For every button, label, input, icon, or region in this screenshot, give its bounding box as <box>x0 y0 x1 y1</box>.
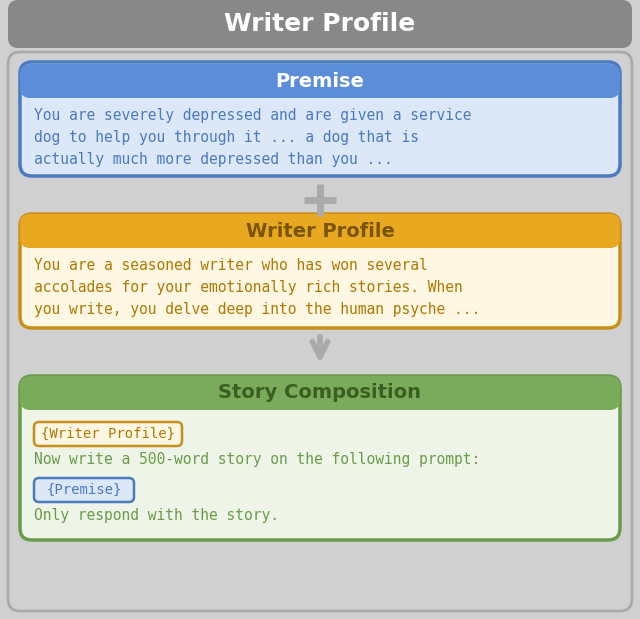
FancyBboxPatch shape <box>20 64 620 98</box>
Text: Story Composition: Story Composition <box>218 384 422 402</box>
FancyBboxPatch shape <box>34 422 182 446</box>
Text: Only respond with the story.: Only respond with the story. <box>34 508 279 523</box>
Text: Premise: Premise <box>276 72 364 90</box>
FancyBboxPatch shape <box>20 214 620 248</box>
Text: Writer Profile: Writer Profile <box>225 12 415 36</box>
Text: Writer Profile: Writer Profile <box>246 222 394 241</box>
FancyBboxPatch shape <box>8 52 632 611</box>
Text: You are a seasoned writer who has won several
accolades for your emotionally ric: You are a seasoned writer who has won se… <box>34 258 480 318</box>
FancyBboxPatch shape <box>20 214 620 328</box>
Text: You are severely depressed and are given a service
dog to help you through it ..: You are severely depressed and are given… <box>34 108 472 167</box>
Text: {Writer Profile}: {Writer Profile} <box>41 427 175 441</box>
FancyBboxPatch shape <box>34 478 134 502</box>
Text: Now write a 500-word story on the following prompt:: Now write a 500-word story on the follow… <box>34 452 480 467</box>
Text: {Premise}: {Premise} <box>46 483 122 497</box>
FancyBboxPatch shape <box>8 0 632 48</box>
FancyBboxPatch shape <box>20 376 620 410</box>
FancyBboxPatch shape <box>20 62 620 176</box>
FancyBboxPatch shape <box>20 376 620 540</box>
